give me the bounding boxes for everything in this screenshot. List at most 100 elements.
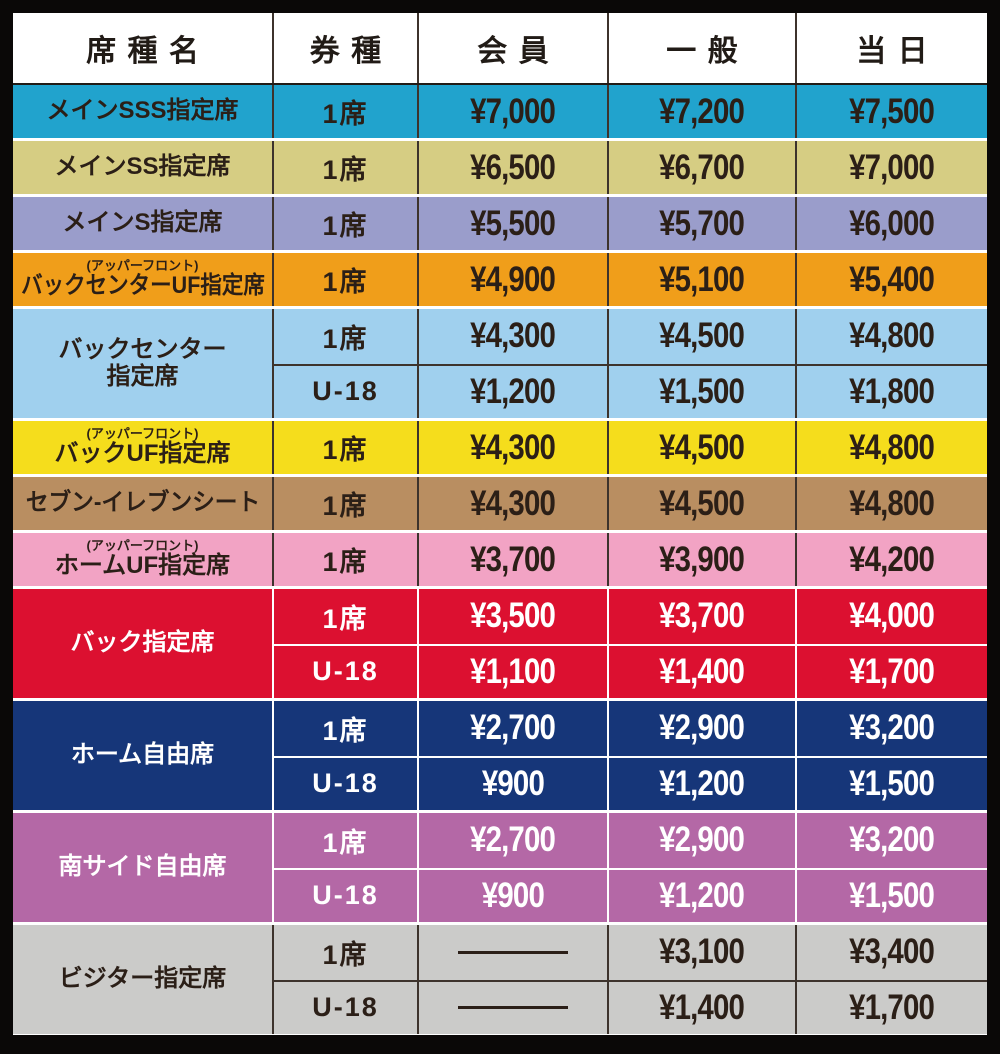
price-value: ¥7,000 xyxy=(849,147,936,187)
price-day-cell: ¥4,800 xyxy=(795,309,987,364)
ticket-type-label: 1席 xyxy=(322,827,369,858)
price-value: ¥4,800 xyxy=(849,483,936,523)
price-member-cell: ¥2,700 xyxy=(417,813,607,868)
price-value: ¥4,300 xyxy=(470,427,557,467)
price-value: ¥4,000 xyxy=(849,596,936,636)
price-member-cell: ¥1,200 xyxy=(417,363,607,418)
table-header: 席種名 券種 会員 一般 当日 xyxy=(13,13,987,85)
price-member-cell: ¥4,300 xyxy=(417,421,607,474)
ticket-type-label: 1席 xyxy=(322,603,369,634)
no-price-dash xyxy=(458,1006,568,1010)
ticket-type-cell: U-18 xyxy=(272,755,417,810)
seat-name: セブン-イレブンシート xyxy=(13,477,272,530)
price-value: ¥3,500 xyxy=(470,596,557,636)
price-day-cell: ¥1,500 xyxy=(795,755,987,810)
ticket-type-label: U-18 xyxy=(312,656,379,687)
ticket-type-cell: 1席 xyxy=(272,197,417,250)
price-member-cell: ¥5,500 xyxy=(417,197,607,250)
ticket-type-cell: 1席 xyxy=(272,701,417,756)
seat-name-label: バックUF指定席 xyxy=(54,440,231,468)
seat-name-sub-label: (アッパーフロント) xyxy=(86,537,199,553)
price-general-cell: ¥1,200 xyxy=(607,755,795,810)
seat-name: (アッパーフロント) バックセンターUF指定席 xyxy=(13,253,272,306)
seat-name-label: 南サイド自由席 xyxy=(58,853,227,881)
price-value: ¥4,900 xyxy=(470,259,557,299)
price-member-cell: ¥3,500 xyxy=(417,589,607,644)
ticket-type-cell: U-18 xyxy=(272,867,417,922)
price-value: ¥1,200 xyxy=(659,763,746,803)
ticket-type-label: 1席 xyxy=(322,715,369,746)
seat-name: メインSSS指定席 xyxy=(13,85,272,138)
ticket-type-cell: 1席 xyxy=(272,141,417,194)
price-value: ¥1,500 xyxy=(659,371,746,411)
ticket-type-cell: U-18 xyxy=(272,643,417,698)
seat-row-home-uf: (アッパーフロント) ホームUF指定席 1席 ¥3,700 ¥3,900 ¥4,200 xyxy=(13,533,987,586)
price-day-cell: ¥7,000 xyxy=(795,141,987,194)
price-value: ¥5,500 xyxy=(470,203,557,243)
col-header-ticket-type: 券種 xyxy=(272,13,417,83)
price-general-cell: ¥4,500 xyxy=(607,421,795,474)
seat-name-label: セブン-イレブンシート xyxy=(25,489,260,517)
price-member-cell: ¥4,300 xyxy=(417,477,607,530)
seat-name-label: メインSS指定席 xyxy=(54,153,231,181)
ticket-type-cell: 1席 xyxy=(272,421,417,474)
seat-name-label: ビジター指定席 xyxy=(58,965,227,993)
price-value: ¥2,900 xyxy=(659,708,746,748)
ticket-type-label: 1席 xyxy=(322,491,369,521)
price-value: ¥4,300 xyxy=(470,316,557,356)
price-value: ¥3,100 xyxy=(659,932,746,972)
price-value: ¥1,200 xyxy=(470,371,557,411)
price-general-cell: ¥4,500 xyxy=(607,477,795,530)
price-day-cell: ¥1,500 xyxy=(795,867,987,922)
price-member-cell: ¥900 xyxy=(417,867,607,922)
seat-row-visitor: ビジター指定席 1席 ¥3,100 ¥3,400 U-18 ¥1,400 ¥1,700 xyxy=(13,925,987,1034)
price-day-cell: ¥1,700 xyxy=(795,643,987,698)
col-header-seat-name: 席種名 xyxy=(86,35,211,68)
price-value: ¥3,400 xyxy=(849,932,936,972)
price-value: ¥900 xyxy=(481,875,545,915)
price-value: ¥1,700 xyxy=(849,651,936,691)
price-general-cell: ¥4,500 xyxy=(607,309,795,364)
seat-row-back: バック指定席 1席 ¥3,500 ¥3,700 ¥4,000 U-18 ¥1,100 ¥1,4… xyxy=(13,589,987,698)
seat-name: 南サイド自由席 xyxy=(13,813,272,922)
price-day-cell: ¥4,200 xyxy=(795,533,987,586)
price-value: ¥3,700 xyxy=(470,539,557,579)
ticket-type-label: U-18 xyxy=(312,992,379,1023)
price-general-cell: ¥2,900 xyxy=(607,701,795,756)
price-general-cell: ¥1,400 xyxy=(607,979,795,1034)
ticket-type-label: U-18 xyxy=(312,880,379,911)
seat-name-label: ホーム自由席 xyxy=(70,741,215,769)
ticket-type-label: U-18 xyxy=(312,768,379,799)
col-header-same-day: 当日 xyxy=(795,13,987,83)
price-day-cell: ¥1,800 xyxy=(795,363,987,418)
ticket-type-cell: 1席 xyxy=(272,253,417,306)
price-member-cell xyxy=(417,925,607,980)
price-general-cell: ¥3,700 xyxy=(607,589,795,644)
price-value: ¥7,500 xyxy=(849,91,936,131)
ticket-type-label: 1席 xyxy=(322,939,369,970)
seat-name-label: メインS指定席 xyxy=(62,209,223,237)
price-value: ¥4,500 xyxy=(659,427,746,467)
price-value: ¥5,100 xyxy=(659,259,746,299)
price-value: ¥3,900 xyxy=(659,539,746,579)
price-member-cell: ¥4,900 xyxy=(417,253,607,306)
price-member-cell: ¥6,500 xyxy=(417,141,607,194)
seat-name: バックセンター 指定席 xyxy=(13,309,272,418)
seat-row-main-s: メインS指定席 1席 ¥5,500 ¥5,700 ¥6,000 xyxy=(13,197,987,250)
seat-name-label: バックセンターUF指定席 xyxy=(20,272,265,300)
price-value: ¥2,700 xyxy=(470,820,557,860)
ticket-type-cell: 1席 xyxy=(272,533,417,586)
ticket-type-cell: 1席 xyxy=(272,813,417,868)
price-value: ¥6,700 xyxy=(659,147,746,187)
ticket-type-label: 1席 xyxy=(322,323,369,354)
col-header-member: 会員 xyxy=(417,13,607,83)
price-member-cell: ¥4,300 xyxy=(417,309,607,364)
seat-name-label: バック指定席 xyxy=(70,629,215,657)
col-header-general: 一般 xyxy=(607,13,795,83)
price-value: ¥4,800 xyxy=(849,316,936,356)
price-value: ¥5,400 xyxy=(849,259,936,299)
price-day-cell: ¥4,800 xyxy=(795,477,987,530)
price-value: ¥6,500 xyxy=(470,147,557,187)
price-general-cell: ¥2,900 xyxy=(607,813,795,868)
